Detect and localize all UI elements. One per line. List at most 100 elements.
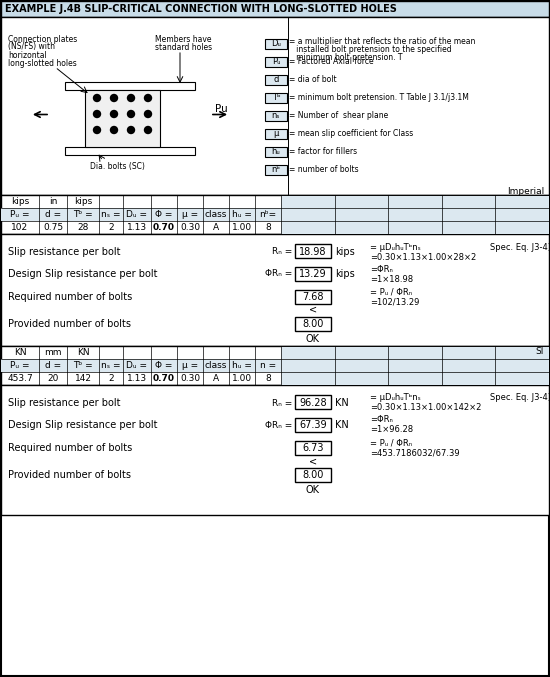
Text: Φ =: Φ = [155,361,173,370]
Bar [295,418,331,432]
Text: Dᵤ =: Dᵤ = [126,361,147,370]
Text: 2: 2 [108,374,114,383]
Text: Φ =: Φ = [155,210,173,219]
Bar [1,346,549,385]
Text: KN: KN [76,348,89,357]
Text: 142: 142 [74,374,91,383]
Text: μ =: μ = [182,361,198,370]
Text: Tᵇ =: Tᵇ = [73,361,93,370]
Text: kips: kips [335,269,355,279]
Text: OK: OK [306,334,320,344]
Text: Tᵇ =: Tᵇ = [73,210,93,219]
Text: 1.13: 1.13 [127,374,147,383]
Text: OK: OK [306,485,320,495]
Text: = Number of  shear plane: = Number of shear plane [289,112,388,121]
Text: (NS/FS) with: (NS/FS) with [8,43,55,51]
Text: kips: kips [74,197,92,206]
Text: Pᵤ =: Pᵤ = [10,210,30,219]
Bar [295,441,331,455]
Text: Design Slip resistance per bolt: Design Slip resistance per bolt [8,420,157,430]
Text: Connection plates: Connection plates [8,35,77,43]
Text: =0.30×1.13×1.00×142×2: =0.30×1.13×1.00×142×2 [370,403,481,412]
Text: Spec. Eq. J3-4): Spec. Eq. J3-4) [490,242,550,251]
Text: KN: KN [335,398,349,408]
Bar [1,195,549,234]
Text: <: < [309,305,317,315]
Text: =ΦRₙ: =ΦRₙ [370,265,393,274]
Text: d =: d = [45,210,61,219]
Text: 67.39: 67.39 [299,420,327,430]
Bar [265,165,287,175]
Text: 8.00: 8.00 [302,319,324,329]
Text: Provided number of bolts: Provided number of bolts [8,319,131,329]
Bar [65,147,195,155]
Text: mm: mm [44,348,62,357]
Text: KN: KN [14,348,26,357]
Text: μ =: μ = [182,210,198,219]
Text: 0.30: 0.30 [180,374,200,383]
Text: 6.73: 6.73 [302,443,324,453]
Bar [265,129,287,139]
Text: SI: SI [536,347,544,357]
Text: n =: n = [260,361,276,370]
Text: Dia. bolts (SC): Dia. bolts (SC) [90,162,145,171]
Text: 1.13: 1.13 [127,223,147,232]
Text: kips: kips [335,247,355,257]
Circle shape [145,110,151,118]
Text: standard holes: standard holes [155,43,212,51]
Text: <: < [309,456,317,466]
Text: in: in [49,197,57,206]
Text: horizontal: horizontal [8,51,47,60]
Text: 96.28: 96.28 [299,398,327,408]
Text: 0.70: 0.70 [153,223,175,232]
Bar [295,267,331,281]
Text: =453.7186032/67.39: =453.7186032/67.39 [370,448,460,458]
Text: nₛ: nₛ [272,112,280,121]
Text: nᵇ=: nᵇ= [260,210,277,219]
Text: hᵤ: hᵤ [272,148,280,156]
Text: hᵤ =: hᵤ = [232,361,252,370]
Bar [85,90,160,147]
Text: nᵇ: nᵇ [272,165,280,175]
Text: 8.00: 8.00 [302,470,324,480]
Bar [281,346,549,385]
Bar [265,75,287,85]
Text: A: A [213,374,219,383]
Bar [1,234,549,346]
Text: Slip resistance per bolt: Slip resistance per bolt [8,398,120,408]
Text: = Pᵤ / ΦRₙ: = Pᵤ / ΦRₙ [370,439,412,447]
Text: Pᵤ: Pᵤ [272,58,280,66]
Text: 7.68: 7.68 [302,292,324,302]
Text: = Pᵤ / ΦRₙ: = Pᵤ / ΦRₙ [370,288,412,297]
Text: 8: 8 [265,374,271,383]
Text: 28: 28 [78,223,89,232]
Text: 0.30: 0.30 [180,223,200,232]
Text: 2: 2 [108,223,114,232]
Circle shape [128,95,135,102]
Text: kips: kips [11,197,29,206]
Bar [295,468,331,482]
Text: =0.30×1.13×1.00×28×2: =0.30×1.13×1.00×28×2 [370,253,476,261]
Text: ΦRₙ =: ΦRₙ = [265,420,292,429]
Circle shape [111,95,118,102]
Text: nₛ =: nₛ = [101,361,121,370]
Bar [265,39,287,49]
Text: hᵤ =: hᵤ = [232,210,252,219]
Text: ΦRₙ =: ΦRₙ = [265,269,292,278]
Text: installed bolt pretension to the specified: installed bolt pretension to the specifi… [289,45,452,53]
Text: Pu: Pu [215,104,228,114]
Circle shape [94,95,101,102]
Bar [65,82,195,90]
Bar [265,147,287,157]
Text: KN: KN [335,420,349,430]
Text: Design Slip resistance per bolt: Design Slip resistance per bolt [8,269,157,279]
Text: = mean slip coefficient for Class: = mean slip coefficient for Class [289,129,413,139]
Text: = Factored Axial force: = Factored Axial force [289,58,373,66]
Bar [1,1,549,17]
Circle shape [94,110,101,118]
Text: Required number of bolts: Required number of bolts [8,443,132,453]
Text: = minimum bolt pretension. T Table J 3.1/j3.1M: = minimum bolt pretension. T Table J 3.1… [289,93,469,102]
Text: Pᵤ =: Pᵤ = [10,361,30,370]
Text: d: d [273,76,279,85]
Circle shape [145,95,151,102]
